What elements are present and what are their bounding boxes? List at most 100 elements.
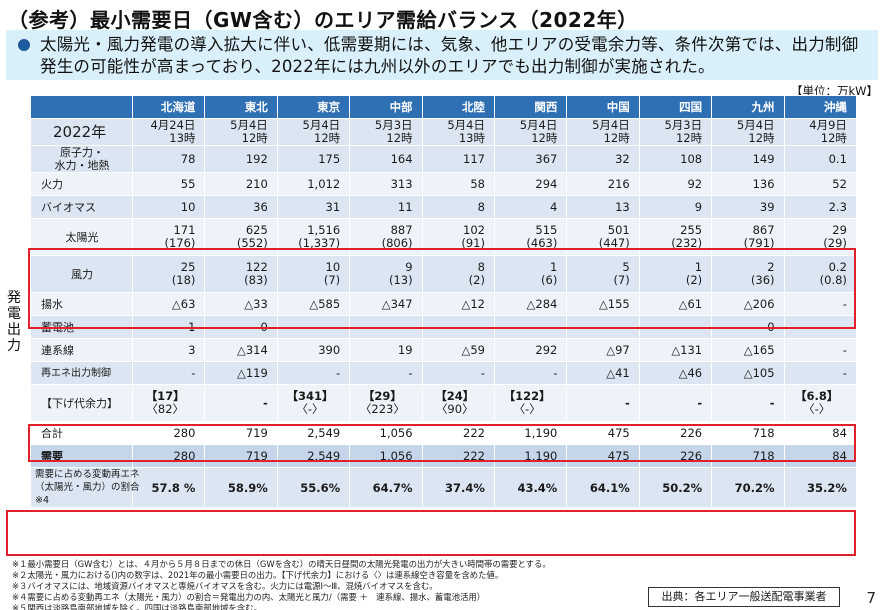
footnote-2: ※２太陽光・風力における()内の数字は、2021年の最小需要日の出力。【下げ代余…	[12, 570, 504, 580]
cell-curtail-6: △41	[566, 361, 640, 385]
cell-pumped-5: △284	[493, 292, 568, 316]
cell-value: 【29】	[362, 389, 402, 403]
cell-solar-3: 887 (806)	[349, 218, 423, 256]
cell-battery-7: -	[638, 315, 713, 339]
cell-wind-2: 10 (7)	[276, 255, 351, 293]
cell-total-0: 280	[131, 421, 206, 445]
row-label-thermal: 火力	[30, 172, 133, 196]
row-label-curtail: 再エネ出力制御	[30, 361, 133, 385]
cell-solar-5: 515 (463)	[493, 218, 568, 256]
cell-subvalue: 〈-〉	[803, 402, 831, 416]
row-total: 合計 280 719 2,549 1,056 222 1,190 475 226 718 84	[30, 421, 857, 445]
side-label-generation-output: 発電出力	[7, 290, 21, 354]
cell-total-6: 475	[566, 421, 640, 445]
row-margin: 【下げ代余力】 【17】 〈82〉 - 【341】 〈-〉 【29】 〈223〉 【24】 〈90…	[30, 384, 857, 422]
cell-pumped-1: △33	[204, 292, 278, 316]
cell-battery-8: 0	[711, 315, 785, 339]
cell-nuclear-5: 367	[493, 145, 568, 173]
bullet-icon	[18, 39, 30, 51]
date-cell-8: 5月4日 12時	[711, 118, 785, 146]
cell-interconnect-4: △59	[421, 338, 495, 362]
row-demand: 需要 280 719 2,549 1,056 222 1,190 475 226 718 84	[30, 444, 857, 468]
date-day: 5月3日	[374, 118, 413, 132]
date-day: 4月24日	[150, 118, 196, 132]
row-label-margin: 【下げ代余力】	[30, 384, 133, 422]
cell-nuclear-9: 0.1	[783, 145, 857, 173]
cell-demand-3: 1,056	[349, 444, 423, 468]
page-title: （参考）最小需要日（GW含む）のエリア需給バランス（2022年）	[8, 8, 638, 32]
date-hour: 12時	[531, 131, 558, 145]
cell-demand-5: 1,190	[493, 444, 568, 468]
date-cell-9: 4月9日 12時	[783, 118, 857, 146]
row-label-line: 需要に占める変動再エネ	[35, 469, 140, 480]
cell-wind-5: 1 (6)	[493, 255, 568, 293]
cell-value: 122	[245, 260, 268, 274]
cell-interconnect-5: 292	[493, 338, 568, 362]
cell-solar-4: 102 (91)	[421, 218, 495, 256]
row-label-line: 蓄電池	[41, 320, 74, 334]
cell-wind-8: 2 (36)	[711, 255, 785, 293]
row-label-line: 揚水	[41, 297, 63, 311]
page-number: 7	[866, 589, 876, 607]
cell-wind-6: 5 (7)	[566, 255, 640, 293]
cell-margin-7: -	[638, 384, 713, 422]
area-header-0: 北海道	[131, 95, 206, 119]
area-header-8: 九州	[711, 95, 785, 119]
cell-subvalue: (791)	[743, 236, 775, 250]
cell-biomass-7: 9	[638, 195, 713, 219]
cell-subvalue: (91)	[461, 236, 485, 250]
cell-value: 625	[245, 223, 268, 237]
cell-value: 【341】	[286, 389, 334, 403]
row-label-line: ※4	[35, 495, 50, 506]
cell-total-9: 84	[783, 421, 857, 445]
cell-pumped-2: △585	[276, 292, 351, 316]
cell-subvalue: (18)	[171, 273, 196, 287]
cell-subvalue: (6)	[541, 273, 558, 287]
cell-solar-7: 255 (232)	[638, 218, 713, 256]
cell-subvalue: 〈90〉	[435, 402, 474, 416]
cell-share-5: 43.4%	[493, 467, 568, 508]
cell-value: -	[263, 395, 268, 410]
row-label-line: 火力	[41, 177, 63, 191]
area-header-1: 東北	[204, 95, 278, 119]
cell-share-9: 35.2%	[783, 467, 857, 508]
cell-wind-0: 25 (18)	[131, 255, 206, 293]
cell-share-6: 64.1%	[566, 467, 640, 508]
cell-wind-3: 9 (13)	[349, 255, 423, 293]
row-label-total: 合計	[30, 421, 133, 445]
cell-share-4: 37.4%	[421, 467, 495, 508]
cell-share-2: 55.6%	[276, 467, 351, 508]
cell-battery-1: 0	[204, 315, 278, 339]
cell-nuclear-3: 164	[349, 145, 423, 173]
row-thermal: 火力 55 210 1,012 313 58 294 216 92 136 52	[30, 172, 857, 196]
cell-value: 1	[550, 260, 558, 274]
cell-wind-4: 8 (2)	[421, 255, 495, 293]
date-day: 5月4日	[447, 118, 485, 132]
cell-share-0: 57.8 %	[131, 467, 206, 508]
row-curtail: 再エネ出力制御 - △119- - - - △41 △46 △105-	[30, 361, 857, 385]
cell-curtail-1: △119	[204, 361, 278, 385]
row-label-line: 水力・地熱	[54, 159, 110, 172]
row-label-wind: 風力	[30, 255, 133, 293]
row-pumped: 揚水 △63 △33 △585 △347 △12 △284 △155 △61 △206-	[30, 292, 857, 316]
cell-value: 1,516	[307, 223, 341, 237]
cell-battery-9: -	[783, 315, 857, 339]
cell-subvalue: 〈223〉	[359, 402, 405, 416]
cell-total-8: 718	[711, 421, 785, 445]
date-hour: 12時	[386, 131, 413, 145]
cell-battery-6: -	[566, 315, 640, 339]
row-share: 需要に占める変動再エネ （太陽光・風力）の割合 ※4 57.8 % 58.9% 55.6%…	[30, 467, 857, 508]
cell-thermal-2: 1,012	[276, 172, 351, 196]
cell-subvalue: (7)	[323, 273, 341, 287]
date-cell-4: 5月4日 13時	[421, 118, 495, 146]
cell-total-7: 226	[638, 421, 713, 445]
cell-biomass-6: 13	[566, 195, 640, 219]
row-biomass: バイオマス 10 36 31 11 8 4 13 9 39 2.3	[30, 195, 857, 219]
area-header-7: 四国	[638, 95, 713, 119]
cell-curtail-3: -	[349, 361, 423, 385]
cell-pumped-8: △206	[711, 292, 785, 316]
row-label-line: バイオマス	[41, 200, 96, 214]
cell-solar-0: 171 (176)	[131, 218, 206, 256]
cell-subvalue: (13)	[388, 273, 413, 287]
cell-interconnect-9: -	[783, 338, 857, 362]
